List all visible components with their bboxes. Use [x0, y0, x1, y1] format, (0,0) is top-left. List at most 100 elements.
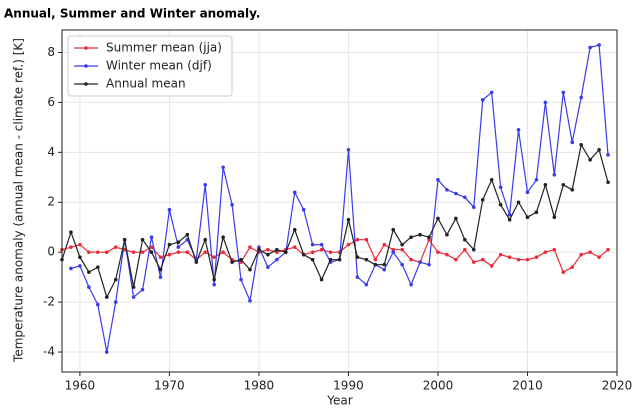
point	[454, 216, 458, 221]
point	[561, 270, 566, 274]
point	[113, 300, 118, 304]
legend-marker	[84, 64, 88, 68]
point	[158, 255, 163, 259]
point	[525, 215, 530, 220]
point	[292, 190, 297, 195]
point	[257, 247, 261, 252]
point	[113, 277, 118, 282]
x-tick-label: 1990	[333, 379, 364, 393]
point	[87, 250, 91, 254]
point	[489, 90, 494, 95]
point	[248, 267, 252, 272]
point	[489, 264, 494, 268]
point	[400, 247, 404, 252]
point	[552, 172, 557, 177]
point	[158, 267, 163, 272]
point	[194, 260, 199, 264]
point	[230, 202, 234, 207]
y-tick-label: 6	[47, 95, 55, 109]
point	[96, 265, 100, 269]
point	[525, 190, 530, 195]
point	[239, 257, 243, 262]
point	[275, 257, 279, 262]
point	[552, 215, 557, 220]
point	[480, 197, 485, 202]
point	[507, 255, 512, 259]
point	[391, 250, 396, 254]
legend-label: Winter mean (djf)	[106, 59, 212, 73]
point	[301, 207, 306, 212]
point	[534, 255, 539, 259]
point	[69, 245, 73, 249]
point	[391, 247, 396, 252]
point	[364, 282, 369, 287]
point	[409, 235, 413, 239]
x-tick-label: 1960	[65, 379, 96, 393]
point	[579, 252, 583, 257]
point	[579, 95, 583, 100]
point	[266, 247, 270, 252]
point	[382, 242, 387, 247]
point	[149, 245, 154, 249]
point	[69, 266, 73, 271]
point	[310, 242, 315, 247]
point	[355, 255, 360, 259]
point	[78, 264, 82, 268]
legend-marker	[84, 82, 88, 86]
point	[167, 207, 172, 212]
series-line	[61, 238, 609, 273]
point	[96, 250, 100, 254]
point	[292, 227, 297, 232]
point	[588, 45, 592, 50]
point	[248, 299, 252, 303]
point	[310, 250, 315, 254]
point	[230, 260, 234, 264]
point	[516, 128, 521, 132]
point	[427, 235, 431, 239]
point	[131, 295, 136, 299]
point	[445, 232, 449, 237]
point	[248, 245, 252, 249]
point	[149, 250, 154, 254]
point	[364, 257, 369, 262]
x-axis-label: Year	[326, 394, 352, 408]
point	[96, 302, 100, 307]
point	[337, 257, 342, 262]
point	[382, 267, 387, 272]
point	[471, 247, 476, 252]
point	[436, 216, 440, 221]
y-tick-label: 2	[47, 195, 55, 209]
point	[283, 250, 288, 254]
legend-marker	[84, 46, 88, 50]
point	[266, 252, 270, 257]
point	[257, 245, 261, 249]
point	[471, 205, 476, 210]
point	[543, 182, 548, 187]
point	[391, 227, 396, 232]
point	[597, 43, 601, 47]
point	[239, 277, 243, 282]
point	[212, 282, 216, 287]
point	[507, 212, 512, 217]
point	[275, 247, 279, 252]
point	[185, 250, 190, 254]
point	[346, 148, 351, 152]
point	[606, 180, 610, 185]
point	[131, 250, 136, 254]
point	[463, 247, 467, 252]
point	[149, 235, 154, 239]
point	[328, 257, 333, 262]
point	[87, 285, 91, 289]
point	[266, 265, 270, 269]
point	[185, 232, 190, 237]
point	[113, 245, 118, 249]
point	[122, 237, 127, 242]
point	[534, 210, 539, 215]
point	[355, 237, 360, 242]
point	[597, 148, 601, 152]
point	[292, 245, 297, 249]
point	[570, 265, 575, 269]
point	[167, 252, 172, 257]
point	[400, 242, 404, 247]
chart-title: Annual, Summer and Winter anomaly.	[4, 7, 260, 21]
